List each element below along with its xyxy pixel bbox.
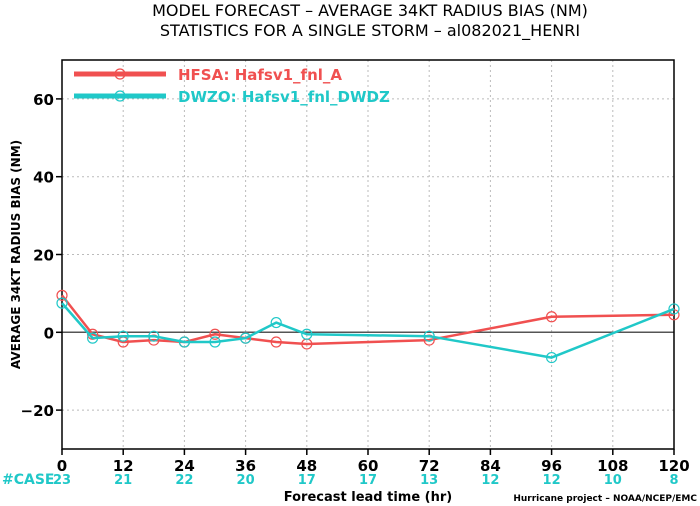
- series-1-point: [270, 336, 282, 348]
- legend-marker-1: [114, 68, 126, 80]
- case-count: 17: [298, 473, 316, 488]
- y-tick-label: 40: [33, 169, 54, 187]
- credit-text: Hurricane project – NOAA/NCEP/EMC: [513, 494, 697, 504]
- legend-marker-2: [114, 90, 126, 102]
- x-tick-label: 108: [597, 457, 628, 475]
- chart-title-line1: MODEL FORECAST – AVERAGE 34KT RADIUS BIA…: [152, 1, 588, 20]
- series-2-point: [178, 336, 190, 348]
- series-2-point: [301, 328, 313, 340]
- tick-layer: 0 12 24 36 48 60 72 84 96 108 120 −20 0 20 40 60: [21, 91, 690, 475]
- x-tick-label: 48: [296, 457, 317, 475]
- series-2-point: [117, 330, 129, 342]
- legend-label-1: HFSA: Hafsv1_fnl_A: [178, 66, 342, 84]
- series-1-point: [209, 328, 221, 340]
- x-tick-label: 96: [541, 457, 562, 475]
- series-2-point: [86, 332, 99, 344]
- x-tick-label: 36: [235, 457, 256, 475]
- series-layer: [56, 289, 680, 364]
- series-2-point: [668, 303, 680, 315]
- series-1-point: [545, 311, 558, 323]
- case-count: 20: [237, 473, 255, 488]
- y-tick-label: −20: [21, 402, 54, 420]
- x-tick-label: 72: [419, 457, 440, 475]
- series-2-point: [209, 336, 221, 348]
- series-2-point: [545, 351, 558, 364]
- series-2-point: [423, 330, 435, 342]
- x-tick-label: 120: [658, 457, 689, 475]
- grid-layer: [62, 60, 674, 449]
- case-count: 8: [669, 473, 678, 488]
- case-count: 22: [175, 473, 193, 488]
- x-tick-label: 60: [358, 457, 379, 475]
- case-count: 21: [114, 473, 132, 488]
- y-tick-label: 20: [33, 247, 54, 265]
- case-count: 23: [53, 473, 71, 488]
- chart-title-line2: STATISTICS FOR A SINGLE STORM – al082021…: [160, 21, 580, 41]
- series-2-point: [148, 330, 160, 342]
- case-count: 12: [481, 473, 499, 488]
- legend: HFSA: Hafsv1_fnl_A DWZO: Hafsv1_fnl_DWDZ: [74, 66, 390, 106]
- series-1-point: [56, 289, 68, 301]
- x-tick-label: 24: [174, 457, 195, 475]
- case-count: 10: [604, 473, 622, 488]
- case-count: 17: [359, 473, 377, 488]
- case-label: #CASE: [2, 472, 55, 488]
- x-axis-label: Forecast lead time (hr): [284, 490, 452, 505]
- series-2-point: [240, 332, 252, 344]
- case-count: 12: [543, 473, 561, 488]
- x-tick-label: 84: [480, 457, 501, 475]
- legend-label-2: DWZO: Hafsv1_fnl_DWDZ: [178, 88, 390, 106]
- x-tick-label: 12: [113, 457, 134, 475]
- series-2-point: [56, 297, 68, 309]
- x-tick-label: 0: [57, 457, 67, 475]
- y-tick-label: 0: [44, 324, 54, 342]
- case-count: 13: [420, 473, 438, 488]
- series-2-point: [270, 316, 282, 329]
- y-axis-label: AVERAGE 34KT RADIUS BIAS (NM): [9, 140, 23, 369]
- y-tick-label: 60: [33, 91, 54, 109]
